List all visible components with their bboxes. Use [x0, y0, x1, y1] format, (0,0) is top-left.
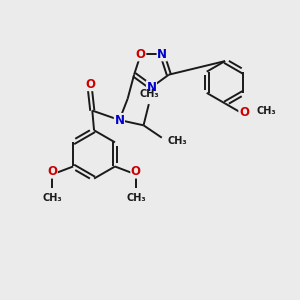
Text: CH₃: CH₃	[256, 106, 276, 116]
Text: N: N	[146, 81, 157, 94]
Text: CH₃: CH₃	[167, 136, 187, 146]
Text: O: O	[136, 48, 146, 61]
Text: O: O	[131, 165, 141, 178]
Text: CH₃: CH₃	[126, 193, 146, 203]
Text: N: N	[157, 48, 167, 61]
Text: CH₃: CH₃	[139, 89, 159, 99]
Text: O: O	[85, 78, 95, 91]
Text: CH₃: CH₃	[42, 193, 62, 203]
Text: O: O	[47, 165, 57, 178]
Text: O: O	[239, 106, 249, 119]
Text: N: N	[114, 113, 124, 127]
